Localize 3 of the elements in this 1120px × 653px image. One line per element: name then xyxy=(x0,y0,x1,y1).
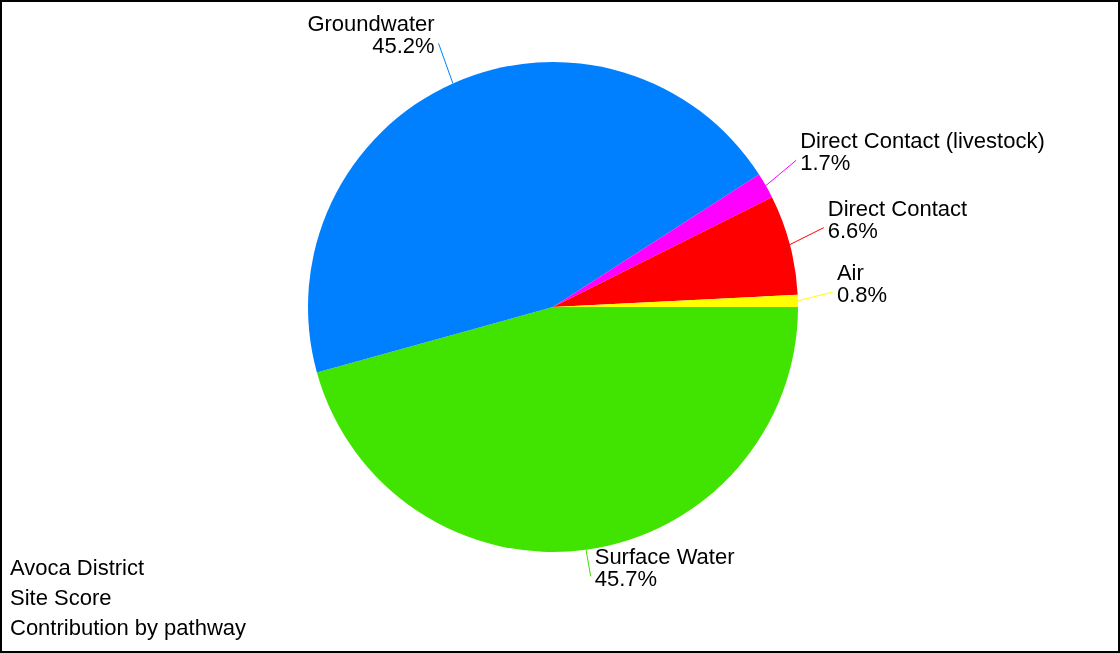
text: Avoca District xyxy=(10,554,146,582)
text: Site Score xyxy=(10,584,113,612)
text: Contribution by pathway xyxy=(10,614,247,642)
